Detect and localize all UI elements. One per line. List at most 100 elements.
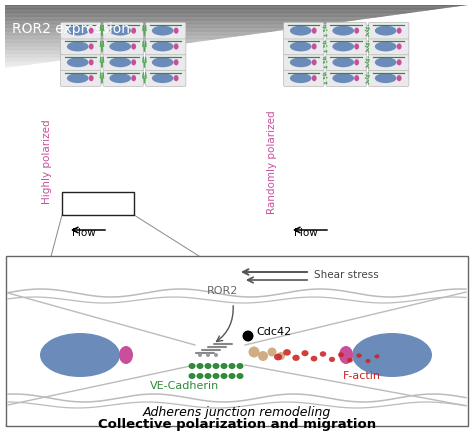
Ellipse shape	[325, 26, 327, 28]
Polygon shape	[5, 56, 92, 57]
Ellipse shape	[323, 46, 325, 47]
Ellipse shape	[325, 40, 326, 42]
Ellipse shape	[324, 27, 326, 29]
Text: Shear stress: Shear stress	[314, 270, 379, 280]
Ellipse shape	[292, 355, 300, 361]
Ellipse shape	[323, 57, 325, 59]
Ellipse shape	[174, 28, 179, 34]
FancyBboxPatch shape	[103, 54, 144, 71]
Ellipse shape	[367, 72, 369, 74]
Ellipse shape	[174, 44, 179, 50]
Ellipse shape	[366, 75, 368, 77]
Ellipse shape	[332, 26, 354, 36]
Ellipse shape	[374, 354, 380, 359]
Ellipse shape	[323, 41, 325, 43]
Ellipse shape	[324, 82, 325, 84]
Polygon shape	[5, 63, 40, 64]
Polygon shape	[5, 8, 445, 9]
Ellipse shape	[365, 51, 367, 52]
FancyBboxPatch shape	[61, 70, 101, 87]
Ellipse shape	[258, 351, 268, 361]
Ellipse shape	[323, 29, 325, 31]
Ellipse shape	[174, 75, 179, 81]
FancyBboxPatch shape	[326, 54, 366, 71]
Polygon shape	[5, 28, 300, 29]
Ellipse shape	[237, 373, 244, 379]
Text: Randomly polarized: Randomly polarized	[267, 110, 277, 214]
Ellipse shape	[228, 363, 236, 369]
Polygon shape	[5, 62, 46, 63]
Ellipse shape	[197, 363, 203, 369]
Ellipse shape	[367, 49, 368, 51]
Ellipse shape	[323, 30, 325, 31]
Ellipse shape	[290, 73, 311, 83]
Polygon shape	[5, 21, 352, 22]
FancyBboxPatch shape	[6, 256, 468, 426]
Ellipse shape	[367, 56, 369, 58]
Polygon shape	[5, 14, 404, 15]
Ellipse shape	[326, 50, 328, 51]
Ellipse shape	[324, 59, 326, 60]
Ellipse shape	[310, 356, 318, 362]
FancyBboxPatch shape	[61, 38, 101, 55]
Ellipse shape	[325, 25, 326, 26]
FancyBboxPatch shape	[283, 70, 324, 87]
Ellipse shape	[367, 65, 368, 66]
Polygon shape	[5, 54, 109, 55]
FancyBboxPatch shape	[326, 70, 366, 87]
FancyBboxPatch shape	[283, 22, 324, 39]
Polygon shape	[5, 55, 98, 56]
Ellipse shape	[354, 75, 359, 81]
Ellipse shape	[326, 29, 328, 31]
Ellipse shape	[67, 26, 89, 36]
Ellipse shape	[290, 41, 311, 51]
Ellipse shape	[322, 27, 324, 28]
Polygon shape	[5, 39, 219, 40]
Polygon shape	[5, 5, 468, 6]
Polygon shape	[5, 53, 115, 54]
Polygon shape	[5, 52, 121, 53]
Ellipse shape	[366, 78, 368, 80]
Ellipse shape	[368, 76, 369, 77]
Ellipse shape	[67, 57, 89, 67]
Ellipse shape	[323, 73, 325, 74]
Polygon shape	[5, 22, 341, 23]
Ellipse shape	[189, 363, 195, 369]
Ellipse shape	[367, 25, 369, 26]
Text: ROR2: ROR2	[207, 286, 239, 296]
Ellipse shape	[324, 43, 326, 45]
Ellipse shape	[301, 350, 309, 356]
Ellipse shape	[290, 57, 311, 67]
Ellipse shape	[325, 58, 327, 60]
Polygon shape	[5, 11, 422, 12]
Ellipse shape	[277, 352, 285, 360]
Ellipse shape	[368, 27, 370, 29]
Ellipse shape	[324, 27, 326, 29]
Ellipse shape	[189, 373, 195, 379]
Polygon shape	[5, 25, 323, 26]
Ellipse shape	[312, 28, 317, 34]
Ellipse shape	[332, 57, 354, 67]
Ellipse shape	[332, 73, 354, 83]
Ellipse shape	[366, 31, 368, 32]
Ellipse shape	[367, 81, 368, 82]
Ellipse shape	[368, 44, 369, 46]
Polygon shape	[5, 35, 248, 36]
Ellipse shape	[397, 28, 401, 34]
Ellipse shape	[324, 51, 325, 52]
Ellipse shape	[152, 73, 173, 83]
Ellipse shape	[368, 60, 369, 62]
Ellipse shape	[367, 32, 369, 34]
Ellipse shape	[312, 44, 317, 50]
Polygon shape	[5, 6, 462, 7]
Ellipse shape	[89, 59, 94, 66]
Ellipse shape	[283, 349, 291, 356]
Ellipse shape	[366, 62, 368, 64]
Ellipse shape	[326, 67, 328, 69]
Polygon shape	[5, 42, 196, 43]
Ellipse shape	[365, 74, 367, 76]
Ellipse shape	[366, 44, 368, 45]
Ellipse shape	[267, 348, 276, 356]
Ellipse shape	[323, 45, 325, 47]
Polygon shape	[5, 38, 225, 39]
